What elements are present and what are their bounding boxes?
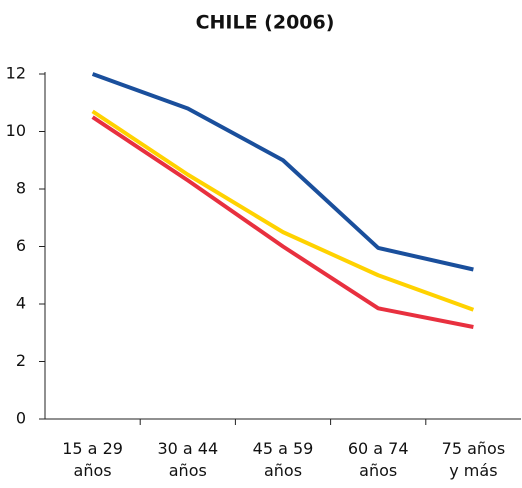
x-tick-label: 75 años y más [442,439,506,480]
y-tick-label: 10 [6,121,26,140]
chart-title: CHILE (2006) [196,12,335,34]
x-tick-label: 15 a 29 años [62,439,123,480]
y-tick-label: 0 [16,409,26,428]
x-tick-label-line: 45 a 59 [253,439,314,458]
series-line [91,109,475,312]
series-line [91,115,474,329]
y-tick-label: 4 [16,294,26,313]
y-tick-label: 2 [16,351,26,370]
x-tick-label: 45 a 59 años [253,439,314,480]
x-tick-label-line: y más [449,461,497,480]
y-tick-label: 6 [16,236,26,255]
x-tick-label-line: 30 a 44 [157,439,218,458]
x-tick-label-line: años [264,461,302,480]
x-tick-label-line: 75 años [442,439,506,458]
y-tick-label: 12 [6,64,26,83]
x-tick-label-line: años [169,461,207,480]
x-tick-label-line: 15 a 29 [62,439,123,458]
x-tick-label: 30 a 44 años [157,439,218,480]
series-line [91,72,474,272]
x-tick-label-line: años [74,461,112,480]
x-tick-label-line: 60 a 74 [348,439,409,458]
x-tick-label-line: años [359,461,397,480]
y-tick-label: 8 [16,179,26,198]
x-tick-label: 60 a 74 años [348,439,409,480]
